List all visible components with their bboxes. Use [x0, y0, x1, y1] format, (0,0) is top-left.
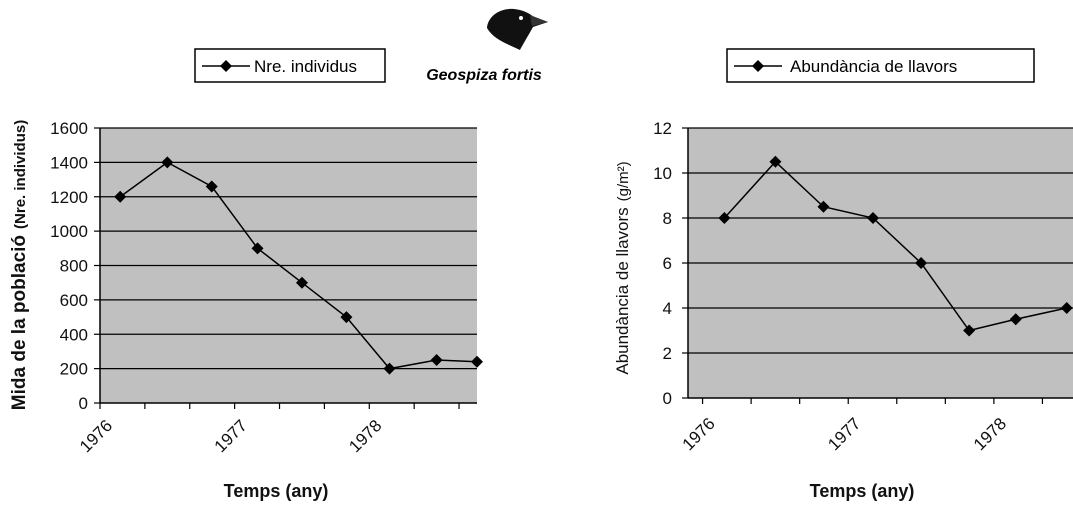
y-axis-label-unit: (g/m²): [615, 161, 632, 201]
x-tick-label: 1977: [824, 414, 864, 454]
x-tick-label: 1976: [76, 416, 116, 456]
axes: [682, 127, 1073, 404]
data-point-marker: [915, 257, 928, 269]
seed-abundance-chart: 0 2 4 6 8 10 12 1976 1977 1978 Abundància de lla…: [613, 48, 1073, 501]
y-tick-label: 800: [60, 257, 88, 276]
x-tick-labels: 1976 1977 1978: [679, 414, 1011, 454]
x-tick-label: 1978: [970, 414, 1010, 454]
data-point-marker: [430, 354, 443, 367]
gridlines: [100, 127, 477, 370]
y-axis-label: Abundància de llavors (g/m²): [613, 161, 632, 374]
legend: Nre. individus: [194, 48, 386, 83]
series-line: [114, 156, 483, 375]
data-point-marker: [114, 190, 127, 203]
x-axis-label: Temps (any): [810, 481, 915, 501]
y-tick-label: 12: [653, 119, 672, 138]
data-point-marker: [205, 180, 218, 193]
y-tick-label: 4: [663, 299, 672, 318]
y-axis-label: Mida de la població (Nre. individus): [9, 120, 30, 410]
y-tick-label: 1200: [50, 188, 88, 207]
x-tick-label: 1978: [345, 416, 385, 456]
data-point-marker: [817, 200, 830, 213]
y-tick-label: 0: [79, 394, 88, 413]
y-tick-label: 10: [653, 164, 672, 183]
y-tick-label: 0: [663, 389, 672, 408]
y-tick-label: 1600: [50, 119, 88, 138]
y-tick-label: 400: [60, 325, 88, 344]
data-point-marker: [161, 156, 174, 169]
legend-label: Nre. individus: [254, 57, 357, 76]
y-tick-label: 6: [663, 254, 672, 273]
y-tick-label: 8: [663, 209, 672, 228]
data-point-marker: [471, 355, 483, 368]
x-tick-label: 1977: [211, 416, 251, 456]
y-tick-label: 1000: [50, 222, 88, 241]
data-point-marker: [866, 212, 879, 224]
data-point-marker: [340, 311, 353, 324]
y-tick-label: 1400: [50, 153, 88, 172]
y-tick-label: 2: [663, 344, 672, 363]
species-label: Geospiza fortis: [426, 67, 542, 84]
data-point-marker: [1060, 302, 1073, 314]
y-tick-labels: 0 2 4 6 8 10 12: [653, 119, 672, 408]
y-axis-label-main: Mida de la població: [9, 235, 30, 410]
y-tick-labels: 0 200 400 600 800 1000 1200 1400 1600: [50, 119, 88, 413]
x-tick-label: 1976: [679, 414, 719, 454]
legend: Abundància de llavors: [726, 48, 1035, 83]
data-point-marker: [1009, 313, 1022, 326]
finch-head-icon: [487, 8, 548, 50]
axes: [94, 127, 477, 409]
data-point-marker: [383, 362, 396, 375]
y-tick-label: 200: [60, 360, 88, 379]
data-point-marker: [963, 324, 976, 337]
x-tick-labels: 1976 1977 1978: [76, 416, 385, 456]
y-axis-label-unit: (Nre. individus): [12, 120, 29, 229]
legend-marker: [220, 60, 232, 72]
data-point-marker: [769, 155, 782, 168]
data-point-marker: [718, 212, 731, 224]
series-line: [718, 155, 1073, 337]
data-point-marker: [295, 276, 308, 289]
x-axis-label: Temps (any): [224, 481, 329, 501]
gridlines: [688, 127, 1073, 354]
legend-marker: [752, 60, 764, 72]
y-tick-label: 600: [60, 291, 88, 310]
y-axis-label-main: Abundància de llavors: [613, 207, 632, 374]
legend-label: Abundància de llavors: [790, 57, 957, 76]
series-polyline: [723, 160, 1067, 332]
data-point-marker: [251, 242, 264, 255]
